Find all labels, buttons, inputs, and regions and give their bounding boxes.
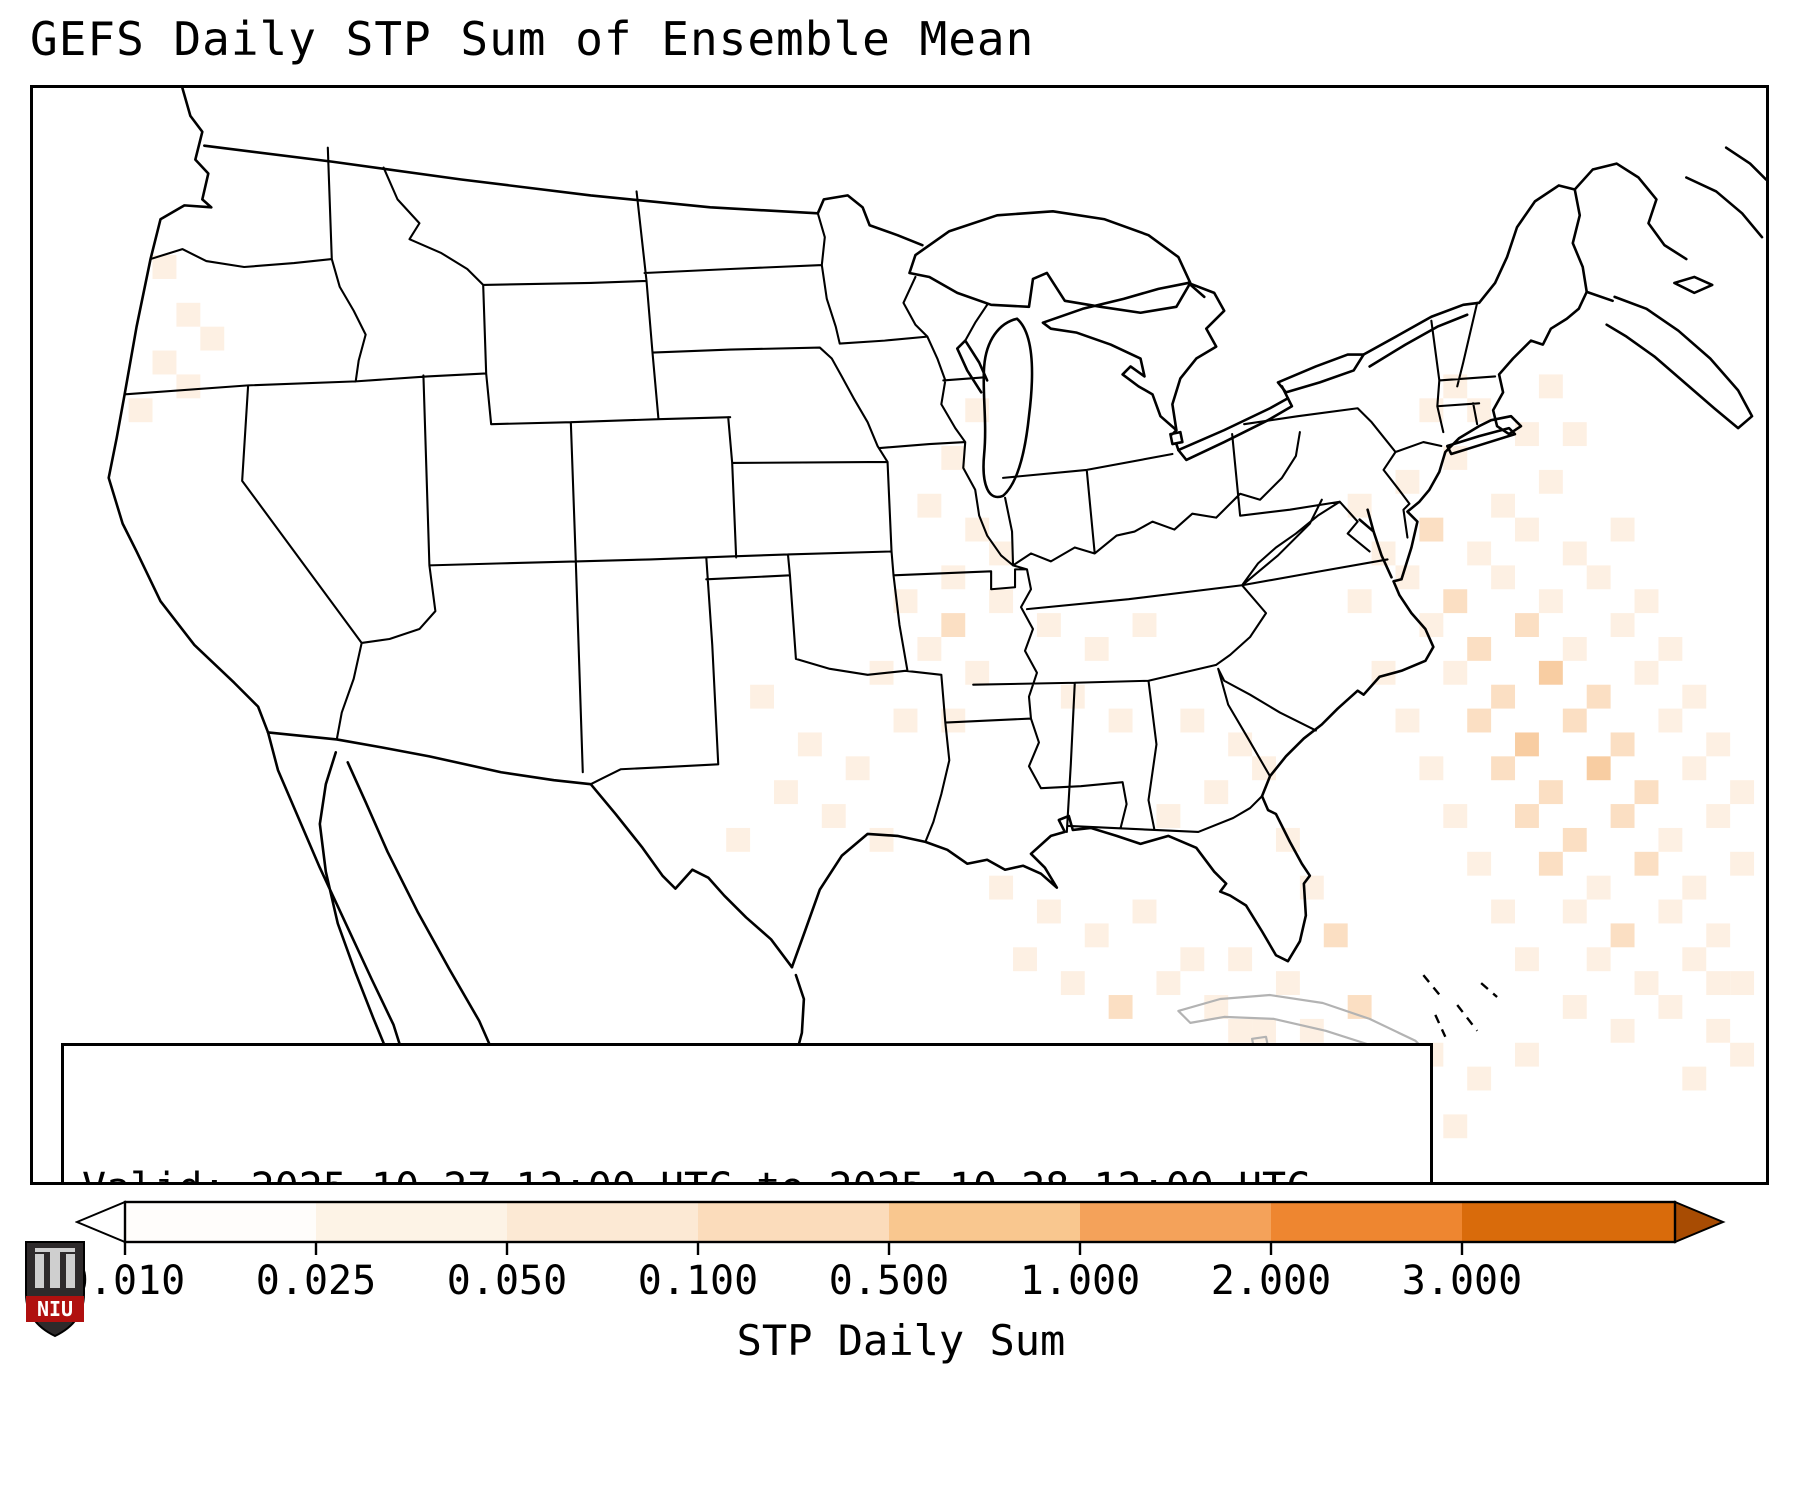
niu-logo-text: NIU — [37, 1297, 73, 1321]
us-mexico-border — [266, 731, 794, 969]
long-island — [1445, 426, 1517, 456]
colorbar-tick-label: 2.000 — [1210, 1258, 1332, 1304]
canada-border-east — [1362, 184, 1589, 356]
colorbar-segments — [125, 1202, 1675, 1242]
lake-st-clair-connectors — [1169, 385, 1290, 452]
lake-ontario — [1276, 353, 1365, 394]
st-lawrence-shore — [1368, 313, 1469, 368]
stp-shading-cells — [128, 255, 1755, 1139]
niu-castle-icon — [35, 1248, 75, 1288]
colorbar-over-arrow — [1674, 1200, 1726, 1244]
lake-erie — [1177, 397, 1294, 462]
niu-logo: NIU — [22, 1238, 88, 1370]
page-title: GEFS Daily STP Sum of Ensemble Mean — [30, 12, 1035, 66]
canadian-maritimes — [1573, 146, 1766, 430]
canada-border-west — [203, 144, 924, 247]
lake-superior — [908, 210, 1192, 315]
colorbar-tick-label: 0.050 — [446, 1258, 568, 1304]
state-borders — [123, 146, 1497, 843]
colorbar-tick-label: 3.000 — [1401, 1258, 1523, 1304]
colorbar — [75, 1200, 1726, 1255]
colorbar-tick-label: 0.025 — [255, 1258, 377, 1304]
colorbar-tick-label: 1.000 — [1019, 1258, 1141, 1304]
colorbar-tick-labels: 0.010 0.025 0.050 0.100 0.500 1.000 2.000 3.000 — [65, 1258, 1727, 1306]
colorbar-outline — [123, 1200, 1677, 1244]
lake-huron — [1041, 281, 1226, 432]
green-bay — [955, 339, 989, 394]
us-map — [107, 88, 1766, 1182]
west-and-south-coast — [107, 88, 270, 734]
chesapeake-bay — [1358, 508, 1393, 579]
bahamas-dashed-coast — [1422, 974, 1498, 1038]
forecast-map-panel: Valid: 2025-10-27 12:00 UTC to 2025-10-2… — [30, 85, 1769, 1185]
niu-red-band — [26, 1296, 84, 1322]
gulf-and-atlantic-coast — [790, 290, 1589, 969]
colorbar-under-arrow — [75, 1200, 126, 1244]
colorbar-tick-label: 0.100 — [637, 1258, 759, 1304]
colorbar-axis-label: STP Daily Sum — [736, 1316, 1066, 1365]
lake-michigan — [982, 317, 1034, 499]
baja-california — [266, 731, 407, 1084]
valid-run-infobox: Valid: 2025-10-27 12:00 UTC to 2025-10-2… — [61, 1043, 1433, 1182]
valid-time-text: Valid: 2025-10-27 12:00 UTC to 2025-10-2… — [82, 1162, 1412, 1182]
colorbar-tick-label: 0.500 — [828, 1258, 950, 1304]
colorbar-ticks — [123, 1242, 1464, 1255]
